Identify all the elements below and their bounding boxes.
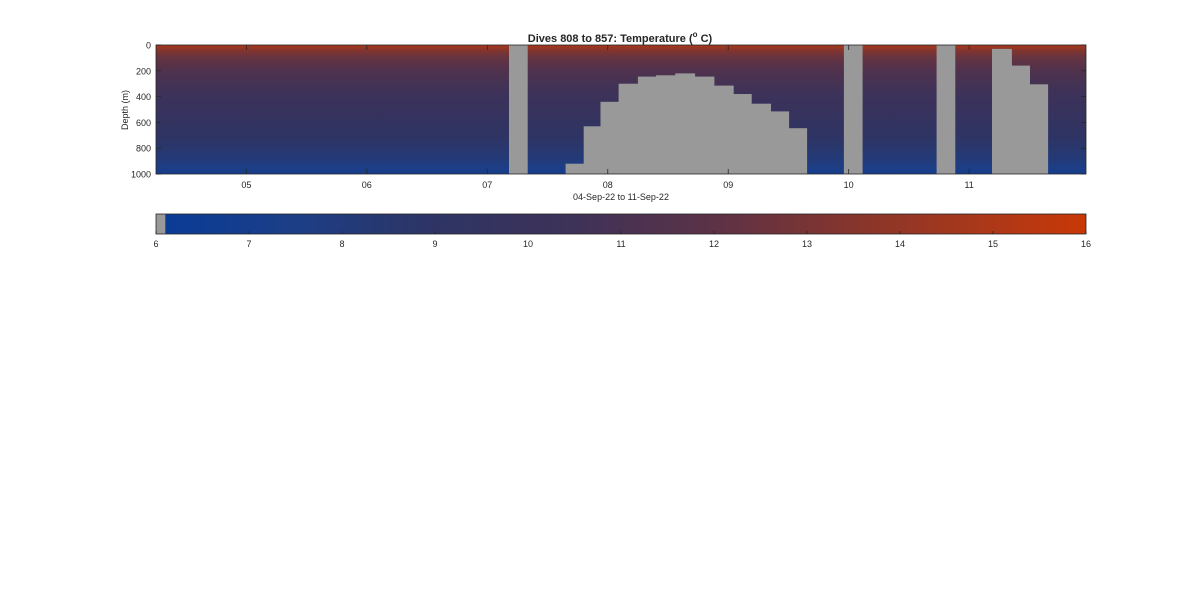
no-data-block-2 bbox=[583, 126, 602, 174]
no-data-regions bbox=[509, 45, 1049, 174]
x-tick-label: 06 bbox=[362, 180, 372, 190]
colorbar-tick-label: 6 bbox=[153, 239, 158, 249]
x-tick-label: 07 bbox=[482, 180, 492, 190]
x-tick-label: 10 bbox=[844, 180, 854, 190]
x-tick-label: 05 bbox=[241, 180, 251, 190]
no-data-block-12 bbox=[770, 111, 790, 174]
no-data-block-7 bbox=[675, 73, 696, 174]
y-tick-label: 600 bbox=[136, 118, 151, 128]
colorbar: 6 7 8 9 10 11 12 13 14 15 16 bbox=[153, 213, 1091, 249]
no-data-block-5 bbox=[637, 76, 657, 174]
no-data-block-1 bbox=[565, 163, 585, 174]
colorbar-tick-label: 7 bbox=[246, 239, 251, 249]
colorbar-tick-label: 10 bbox=[523, 239, 533, 249]
y-tick-label: 1000 bbox=[131, 170, 151, 180]
no-data-block-6 bbox=[655, 75, 676, 174]
colorbar-tick-label: 13 bbox=[802, 239, 812, 249]
y-axis: 0 200 400 600 800 1000 bbox=[131, 41, 1086, 180]
y-axis-label: Depth (m) bbox=[120, 90, 130, 130]
colorbar-tick-label: 16 bbox=[1081, 239, 1091, 249]
no-data-block-9 bbox=[713, 85, 734, 174]
no-data-block-10 bbox=[733, 94, 752, 174]
y-tick-label: 0 bbox=[146, 41, 151, 51]
colorbar-no-data-band bbox=[156, 214, 166, 234]
colorbar-tick-label: 11 bbox=[616, 239, 625, 249]
no-data-block-17 bbox=[1011, 65, 1030, 174]
y-tick-label: 400 bbox=[136, 92, 151, 102]
no-data-block-3 bbox=[600, 101, 620, 174]
no-data-block-4 bbox=[618, 83, 639, 174]
no-data-block-16 bbox=[992, 48, 1012, 174]
y-tick-label: 800 bbox=[136, 144, 151, 154]
no-data-block-15 bbox=[936, 45, 956, 174]
x-tick-label: 11 bbox=[964, 180, 973, 190]
chart-title: Dives 808 to 857: Temperature (o C) bbox=[528, 30, 713, 45]
x-tick-label: 08 bbox=[603, 180, 613, 190]
no-data-block-0 bbox=[509, 45, 528, 174]
y-tick-label: 200 bbox=[136, 66, 151, 76]
no-data-block-18 bbox=[1029, 84, 1049, 174]
colorbar-tick-label: 12 bbox=[709, 239, 719, 249]
x-tick-label: 09 bbox=[723, 180, 733, 190]
no-data-block-11 bbox=[751, 103, 771, 174]
no-data-block-14 bbox=[843, 45, 863, 174]
x-axis-label: 04-Sep-22 to 11-Sep-22 bbox=[573, 192, 669, 202]
plot-frame bbox=[155, 44, 1087, 175]
no-data-block-8 bbox=[694, 76, 715, 174]
no-data-block-13 bbox=[788, 128, 808, 174]
colorbar-tick-label: 14 bbox=[895, 239, 905, 249]
colorbar-gradient bbox=[156, 214, 1086, 234]
x-axis: 05 06 07 08 09 10 11 bbox=[241, 45, 974, 190]
colorbar-tick-label: 8 bbox=[339, 239, 344, 249]
colorbar-ticks: 6 7 8 9 10 11 12 13 14 15 16 bbox=[153, 231, 1091, 249]
colorbar-tick-label: 9 bbox=[432, 239, 437, 249]
colorbar-tick-label: 15 bbox=[988, 239, 998, 249]
